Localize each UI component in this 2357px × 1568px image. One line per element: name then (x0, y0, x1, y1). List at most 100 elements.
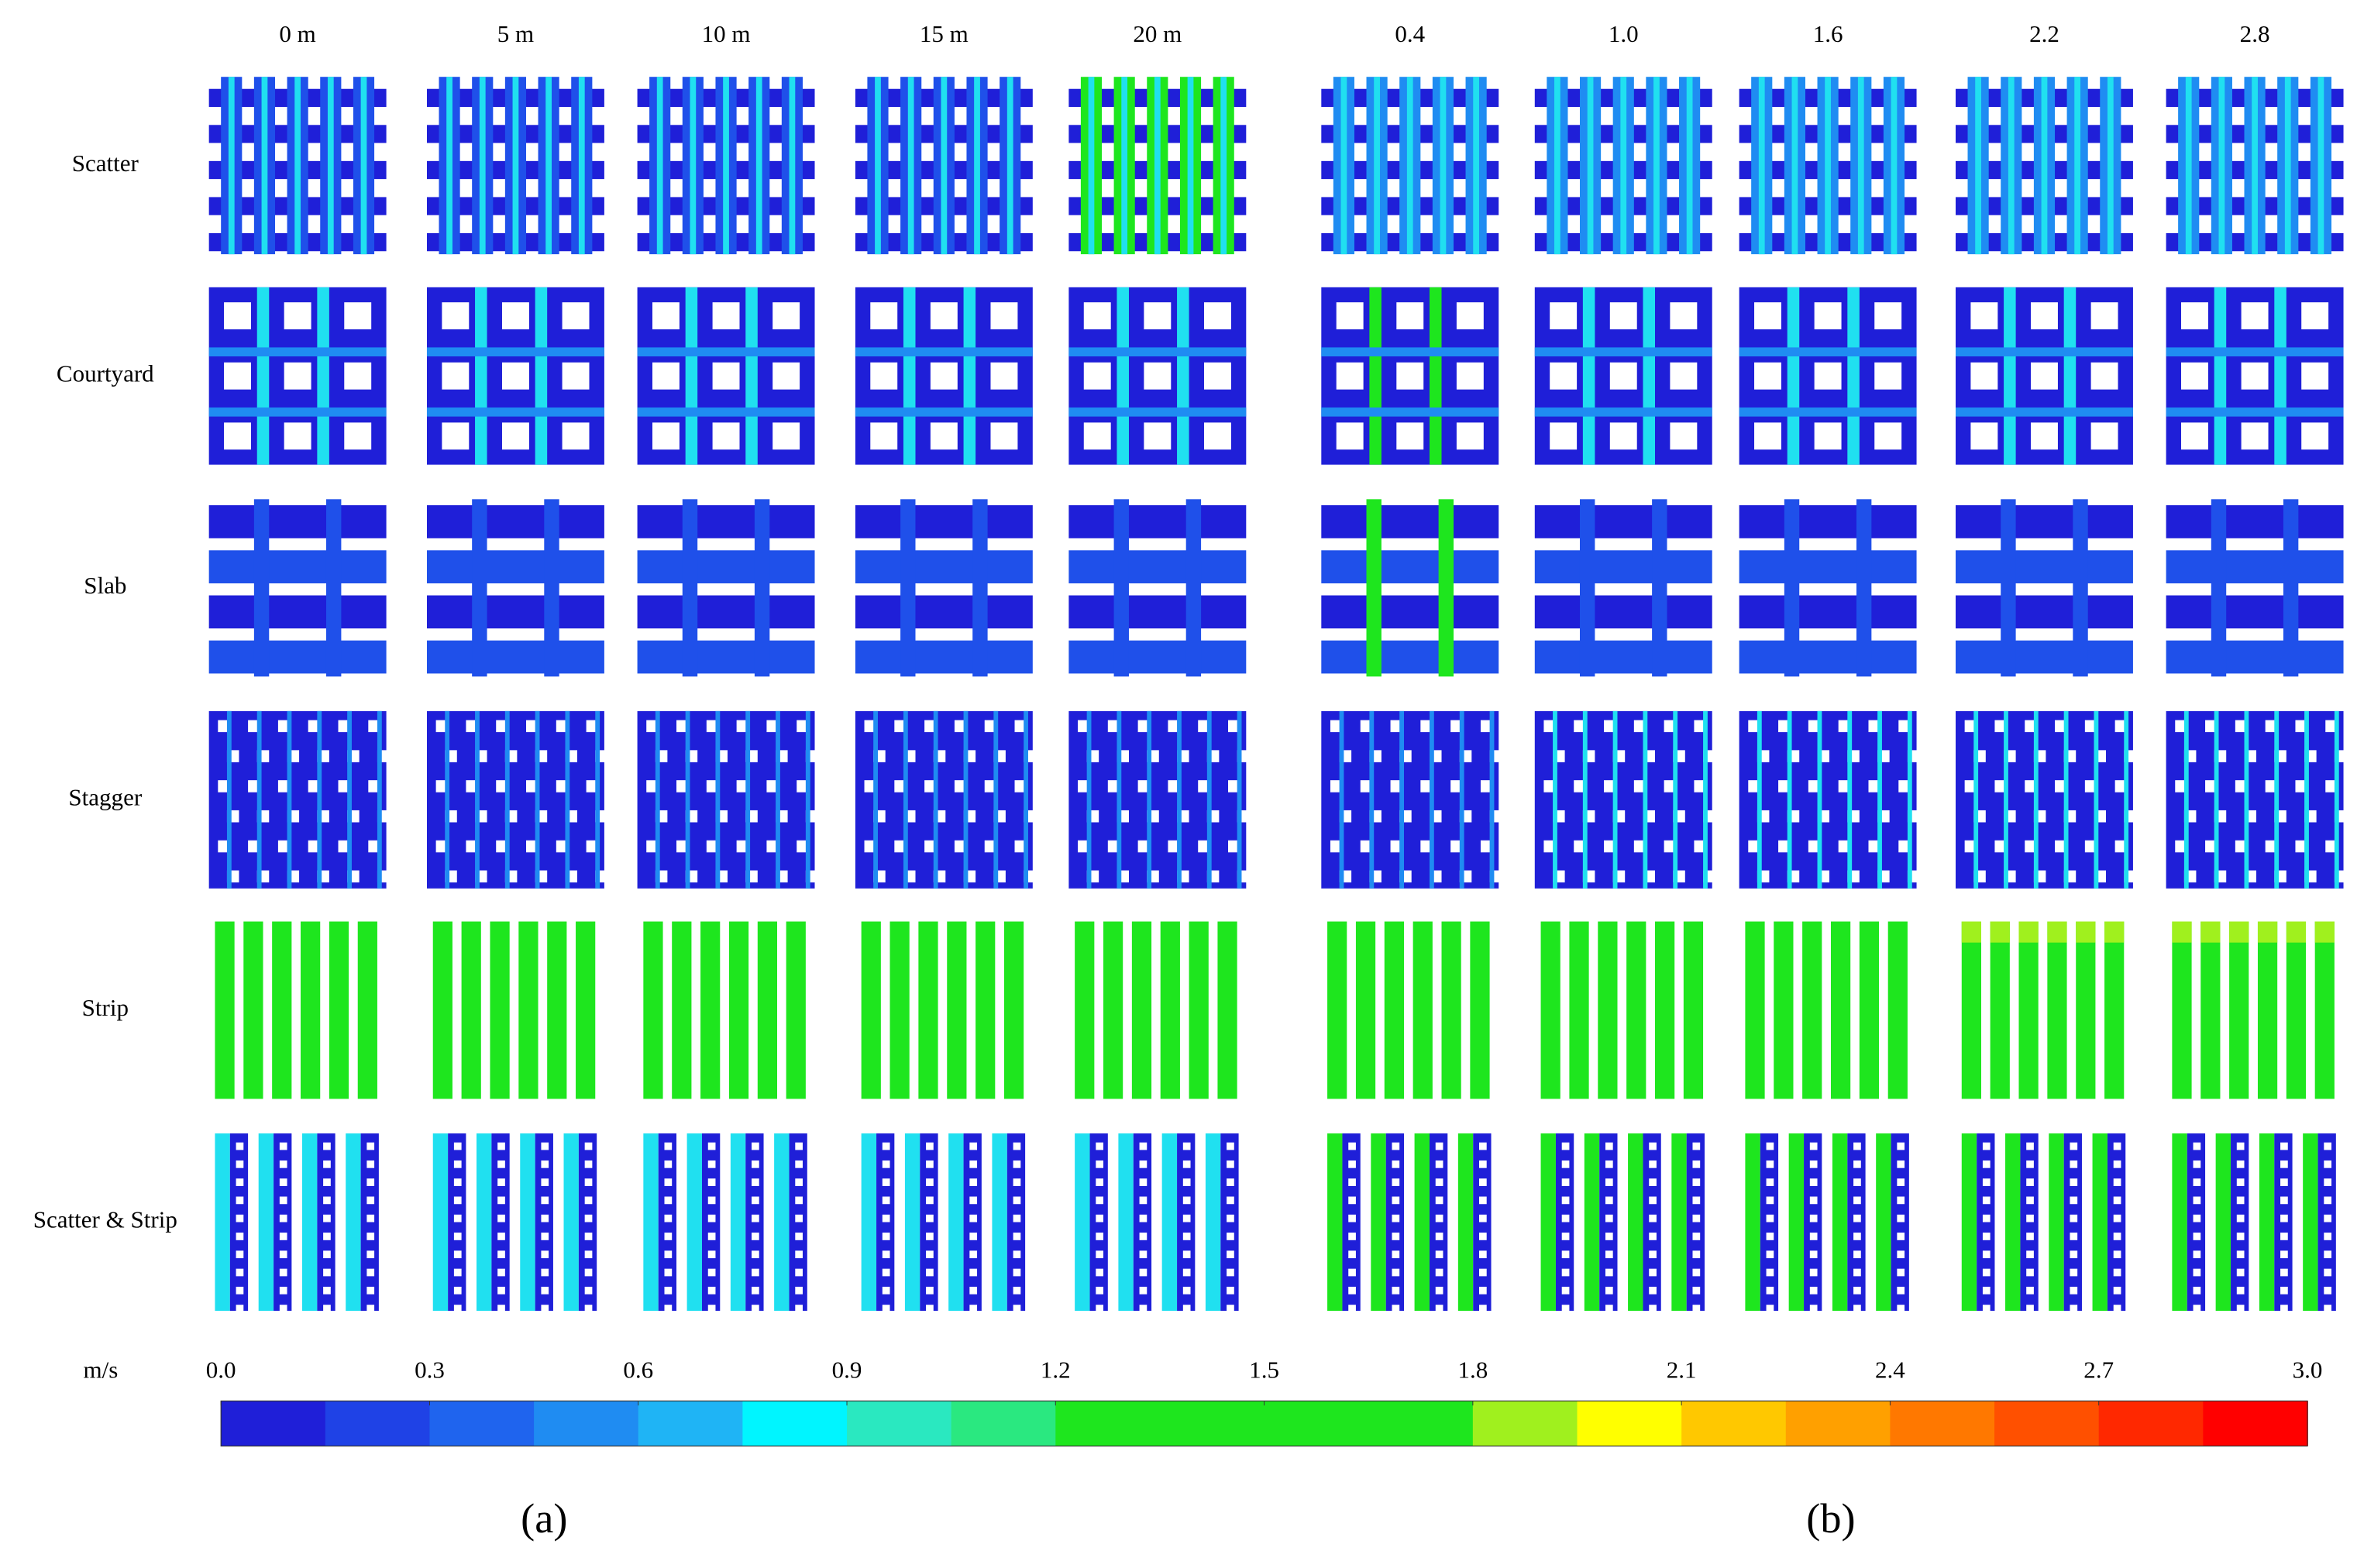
flow-cell (2063, 287, 2077, 465)
flow-cell (1348, 1250, 1356, 1259)
flow-cell (1003, 921, 1024, 1099)
colorbar-segment (951, 1401, 1057, 1446)
flow-cell (707, 1286, 716, 1295)
flow-cell (1847, 710, 1853, 889)
flow-cell (2124, 710, 2129, 889)
flow-cell (752, 1214, 759, 1222)
flow-cell (1574, 780, 1586, 793)
flow-cell (2324, 1142, 2332, 1150)
flow-cell (501, 422, 529, 450)
flow-cell (1643, 710, 1648, 889)
flow-cell (2172, 1133, 2187, 1311)
flow-cell (1584, 1133, 1600, 1311)
flow-cell (256, 287, 270, 465)
flow-cell (2295, 840, 2307, 853)
flow-cell (1355, 921, 1376, 1099)
flow-cell (1342, 1133, 1361, 1311)
flow-cell (1897, 1268, 1905, 1277)
flow-cell (1847, 287, 1860, 465)
flow-cell (2236, 1233, 2245, 1240)
flow-cell (497, 1142, 505, 1150)
flow-map (1534, 710, 1715, 889)
flow-cell (786, 921, 806, 1099)
flow-cell (2092, 1133, 2108, 1311)
flow-cell (1399, 710, 1405, 889)
flow-cell (366, 1142, 375, 1150)
flow-cell (795, 1160, 803, 1168)
flow-cell (1982, 1268, 1991, 1277)
flow-cell (1473, 77, 1480, 255)
flow-cell (969, 1250, 978, 1259)
flow-cell (248, 720, 260, 733)
flow-cell (1348, 1196, 1356, 1205)
flow-cell (2193, 1196, 2201, 1205)
flow-cell (1670, 422, 1698, 450)
flow-cell (1103, 921, 1123, 1099)
flow-cell (2193, 1214, 2201, 1222)
flow-cell (1203, 362, 1231, 390)
flow-cell (882, 1214, 890, 1222)
flow-map (208, 710, 390, 889)
flow-cell (1534, 407, 1712, 417)
flow-cell (1440, 77, 1447, 255)
flow-cell (2236, 1286, 2245, 1295)
flow-map (1321, 499, 1499, 677)
flow-cell (2324, 1196, 2332, 1205)
flow-cell (1384, 921, 1405, 1099)
flow-cell (1745, 921, 1765, 1099)
flow-cell (366, 1305, 375, 1312)
flow-cell (926, 1160, 934, 1168)
flow-cell (1825, 77, 1831, 255)
flow-cell (1579, 499, 1595, 677)
flow-cell (707, 1196, 716, 1205)
flow-map (2172, 1133, 2336, 1312)
flow-cell (1435, 1142, 1443, 1150)
flow-cell (752, 1250, 759, 1259)
flow-cell (2025, 780, 2037, 793)
flow-cell (236, 1250, 244, 1259)
flow-cell (690, 77, 697, 255)
flow-cell (1392, 1178, 1400, 1186)
flow-cell (870, 302, 898, 330)
flow-cell (2107, 1133, 2126, 1311)
flow-cell (512, 77, 519, 255)
flow-cell (272, 921, 292, 1099)
flow-cell (745, 287, 758, 465)
flow-cell (520, 1133, 535, 1311)
flow-cell (1620, 77, 1627, 255)
flow-cell (706, 840, 719, 853)
flow-cell (1543, 840, 1556, 853)
flow-cell (855, 407, 1033, 417)
flow-cell (1605, 1196, 1613, 1205)
flow-cell (1182, 1268, 1191, 1277)
flow-cell (1809, 1142, 1818, 1150)
flow-cell (366, 1178, 375, 1186)
flow-cell (1853, 1214, 1861, 1222)
flow-cell (1874, 422, 1902, 450)
flow-cell (752, 1178, 759, 1186)
flow-cell (563, 1133, 579, 1311)
flow-cell (226, 710, 232, 889)
flow-cell (2215, 1133, 2231, 1311)
flow-cell (707, 1178, 716, 1186)
flow-map (426, 499, 604, 677)
flow-cell (752, 1286, 759, 1295)
flow-cell (1139, 1233, 1148, 1240)
flow-cell (1006, 1133, 1026, 1311)
flow-cell (712, 422, 740, 450)
flow-map (1540, 921, 1704, 1099)
flow-cell (920, 1133, 938, 1311)
flow-cell (754, 499, 770, 677)
flow-cell (2166, 550, 2344, 584)
flow-cell (347, 710, 352, 889)
flow-cell (1859, 921, 1880, 1099)
flow-cell (2280, 1268, 2288, 1277)
flow-cell (1605, 1214, 1613, 1222)
flow-cell (323, 1178, 331, 1186)
flow-cell (1013, 1142, 1021, 1150)
flow-cell (1649, 1305, 1657, 1312)
flow-cell (1479, 1250, 1487, 1259)
flow-cell (535, 710, 540, 889)
flow-cell (1014, 840, 1027, 853)
flow-cell (435, 720, 449, 733)
